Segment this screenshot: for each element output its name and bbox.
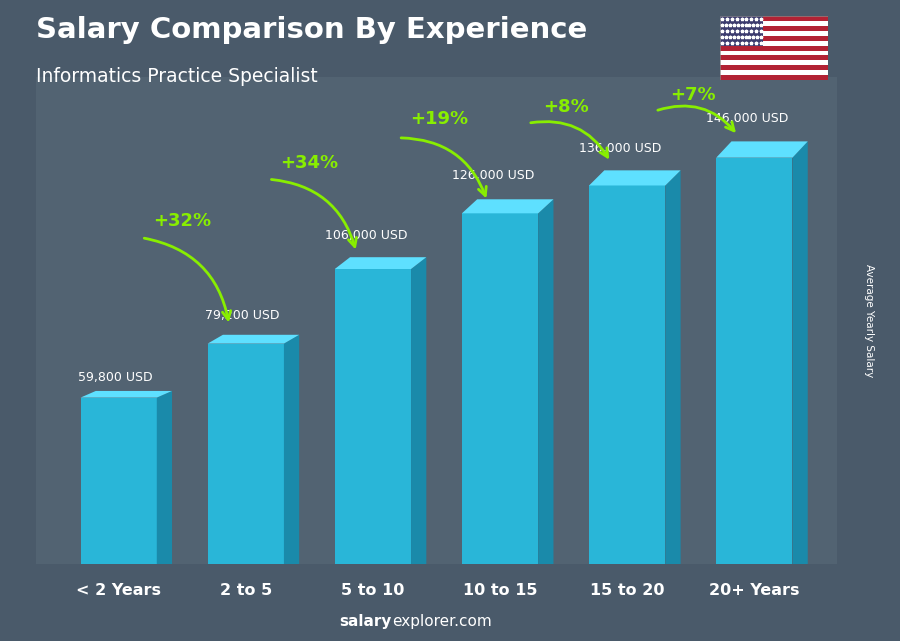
Polygon shape	[716, 142, 808, 158]
Bar	[720, 51, 828, 56]
Bar	[720, 16, 828, 21]
Polygon shape	[208, 344, 284, 564]
Bar	[720, 46, 828, 51]
Text: 136,000 USD: 136,000 USD	[579, 142, 662, 155]
Polygon shape	[538, 199, 554, 564]
Polygon shape	[208, 335, 299, 344]
Text: Informatics Practice Specialist: Informatics Practice Specialist	[36, 67, 318, 87]
Text: 79,200 USD: 79,200 USD	[205, 308, 280, 322]
Polygon shape	[793, 142, 808, 564]
Bar	[720, 60, 828, 65]
Bar	[720, 40, 828, 46]
Text: 126,000 USD: 126,000 USD	[452, 169, 534, 182]
Polygon shape	[157, 391, 172, 564]
Polygon shape	[462, 213, 538, 564]
Text: 146,000 USD: 146,000 USD	[706, 112, 788, 125]
Bar	[720, 36, 828, 40]
Text: Salary Comparison By Experience: Salary Comparison By Experience	[36, 16, 587, 44]
Polygon shape	[335, 257, 427, 269]
Text: 59,800 USD: 59,800 USD	[78, 371, 153, 385]
Polygon shape	[80, 391, 172, 397]
Text: explorer.com: explorer.com	[392, 615, 492, 629]
Polygon shape	[462, 199, 554, 213]
Bar	[720, 21, 828, 26]
Polygon shape	[590, 185, 665, 564]
Text: salary: salary	[339, 615, 392, 629]
Text: +34%: +34%	[280, 154, 338, 172]
Text: +7%: +7%	[670, 86, 716, 104]
Polygon shape	[665, 171, 680, 564]
Polygon shape	[284, 335, 299, 564]
Text: 106,000 USD: 106,000 USD	[325, 229, 407, 242]
Bar	[720, 65, 828, 71]
Polygon shape	[590, 171, 680, 185]
Polygon shape	[411, 257, 427, 564]
Text: Average Yearly Salary: Average Yearly Salary	[863, 264, 874, 377]
Text: +8%: +8%	[544, 98, 590, 116]
Polygon shape	[716, 158, 793, 564]
Bar	[720, 71, 828, 75]
Polygon shape	[335, 269, 411, 564]
Bar	[720, 16, 763, 46]
Bar	[720, 31, 828, 36]
Bar	[720, 75, 828, 80]
Polygon shape	[80, 397, 157, 564]
Bar	[720, 26, 828, 31]
Text: +32%: +32%	[153, 212, 211, 230]
Bar	[720, 56, 828, 60]
Text: +19%: +19%	[410, 110, 468, 128]
